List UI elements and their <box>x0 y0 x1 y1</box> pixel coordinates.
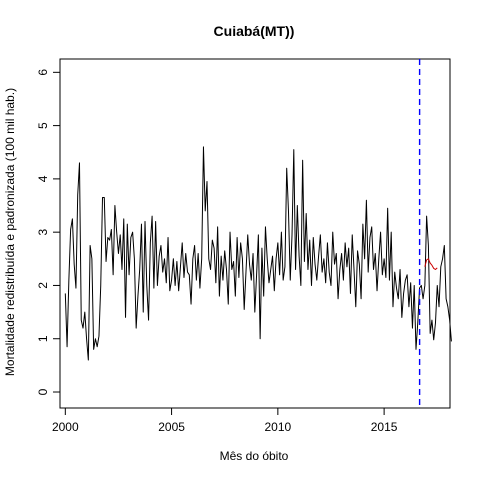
x-tick-label-2000: 2000 <box>52 420 79 434</box>
x-axis-label: Mês do óbito <box>220 449 289 463</box>
series-layer <box>64 146 452 361</box>
x-tick-label-2010: 2010 <box>264 420 291 434</box>
y-tick-label-5: 5 <box>36 122 50 129</box>
chart-title: Cuiabá(MT)) <box>214 23 295 39</box>
y-tick-label-0: 0 <box>36 388 50 395</box>
y-tick-label-4: 4 <box>36 175 50 182</box>
series-line-expected <box>424 258 438 270</box>
y-tick-label-2: 2 <box>36 282 50 289</box>
y-axis: 0 1 2 3 4 5 6 <box>36 69 61 395</box>
x-tick-label-2015: 2015 <box>371 420 398 434</box>
y-axis-label: Mortalidade redistribuída e padronizada … <box>3 88 17 376</box>
x-axis: 2000 2005 2010 2015 <box>52 407 398 434</box>
series-line-observed <box>64 146 452 361</box>
y-tick-label-6: 6 <box>36 69 50 76</box>
x-tick-label-2005: 2005 <box>158 420 185 434</box>
y-tick-label-3: 3 <box>36 229 50 236</box>
y-tick-label-1: 1 <box>36 335 50 342</box>
